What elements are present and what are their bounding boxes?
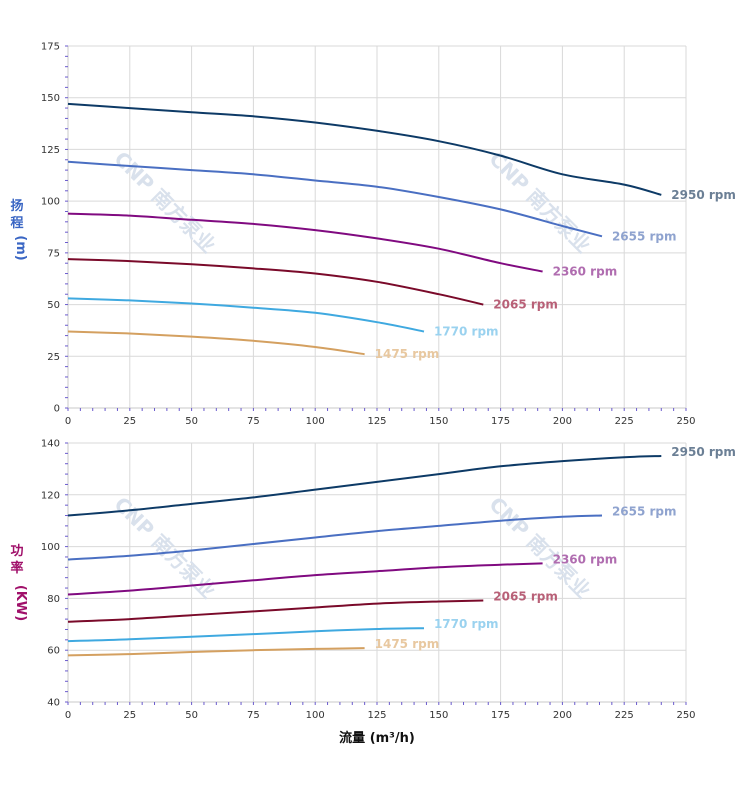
y-axis-unit-power: (KW): [13, 585, 28, 621]
series-line-head-2065-rpm: [67, 258, 484, 306]
x-tick-label-power-2: 50: [185, 710, 198, 721]
y-tick-label-power-0: 40: [47, 698, 60, 709]
series-line-power-1770-rpm: [67, 627, 425, 643]
y-tick-label-head-0: 0: [54, 404, 60, 415]
series-label-head-2655-rpm: 2655 rpm: [612, 229, 677, 243]
x-tick-label-head-10: 250: [676, 416, 695, 427]
series-line-power-2065-rpm: [67, 599, 484, 623]
y-tick-label-power-3: 100: [41, 542, 60, 553]
series-label-power-2360-rpm: 2360 rpm: [553, 552, 618, 566]
x-tick-label-head-0: 0: [65, 416, 71, 427]
y-tick-label-head-6: 150: [41, 93, 60, 104]
y-axis-label-power-char-1: 率: [10, 560, 23, 576]
y-axis-label-head-char-0: 扬: [10, 198, 23, 214]
series-line-head-2655-rpm: [67, 160, 603, 238]
series-label-head-2360-rpm: 2360 rpm: [553, 264, 618, 278]
x-tick-label-power-3: 75: [247, 710, 260, 721]
x-tick-label-head-6: 150: [429, 416, 448, 427]
x-axis-title: 流量 (m³/h): [339, 730, 415, 746]
series-line-power-1475-rpm: [67, 647, 365, 657]
series-line-head-1475-rpm: [67, 330, 365, 356]
x-tick-label-power-7: 175: [491, 710, 510, 721]
series-label-head-2065-rpm: 2065 rpm: [493, 298, 558, 312]
series-line-power-2950-rpm: [67, 455, 662, 517]
series-line-head-2360-rpm: [67, 212, 543, 273]
series-line-head-2950-rpm: [67, 102, 662, 196]
x-tick-label-head-5: 125: [367, 416, 386, 427]
watermark-power-0: CNP 南方泵业: [109, 492, 220, 603]
x-tick-label-head-4: 100: [306, 416, 325, 427]
x-tick-label-power-1: 25: [123, 710, 136, 721]
series-line-power-2655-rpm: [67, 514, 603, 561]
y-tick-label-head-1: 25: [47, 352, 60, 363]
y-tick-label-power-5: 140: [41, 439, 60, 450]
x-tick-label-head-9: 225: [615, 416, 634, 427]
series-label-power-2950-rpm: 2950 rpm: [671, 445, 736, 459]
x-tick-label-power-6: 150: [429, 710, 448, 721]
y-tick-label-power-1: 60: [47, 646, 60, 657]
x-tick-label-head-3: 75: [247, 416, 260, 427]
y-tick-label-head-5: 125: [41, 145, 60, 156]
x-tick-label-power-8: 200: [553, 710, 572, 721]
y-tick-label-head-7: 175: [41, 42, 60, 53]
series-label-power-1770-rpm: 1770 rpm: [434, 617, 499, 631]
x-tick-label-head-8: 200: [553, 416, 572, 427]
y-axis-label-power-char-0: 功: [10, 544, 23, 559]
x-tick-label-power-9: 225: [615, 710, 634, 721]
y-axis-label-head-char-1: 程: [10, 216, 23, 231]
series-line-head-1770-rpm: [67, 297, 425, 333]
x-tick-label-head-1: 25: [123, 416, 136, 427]
series-line-power-2360-rpm: [67, 562, 543, 596]
y-tick-label-head-4: 100: [41, 197, 60, 208]
x-tick-label-power-0: 0: [65, 710, 71, 721]
x-tick-label-power-10: 250: [676, 710, 695, 721]
series-label-head-2950-rpm: 2950 rpm: [671, 188, 736, 202]
series-label-power-1475-rpm: 1475 rpm: [375, 637, 440, 651]
series-label-head-1475-rpm: 1475 rpm: [375, 347, 440, 361]
x-tick-label-head-7: 175: [491, 416, 510, 427]
series-label-power-2655-rpm: 2655 rpm: [612, 505, 677, 519]
y-axis-unit-head: (m): [13, 235, 28, 260]
series-label-power-2065-rpm: 2065 rpm: [493, 589, 558, 603]
x-tick-label-head-2: 50: [185, 416, 198, 427]
x-tick-label-power-4: 100: [306, 710, 325, 721]
watermark-head-0: CNP 南方泵业: [109, 147, 220, 258]
y-tick-label-power-4: 120: [41, 490, 60, 501]
series-label-head-1770-rpm: 1770 rpm: [434, 324, 499, 338]
y-tick-label-head-2: 50: [47, 300, 60, 311]
y-tick-label-head-3: 75: [47, 248, 60, 259]
x-tick-label-power-5: 125: [367, 710, 386, 721]
y-tick-label-power-2: 80: [47, 594, 60, 605]
